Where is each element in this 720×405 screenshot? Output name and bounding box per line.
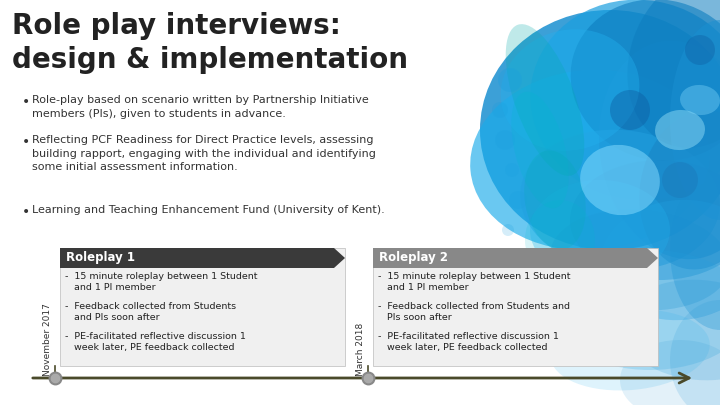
Ellipse shape bbox=[550, 209, 720, 310]
Ellipse shape bbox=[620, 340, 720, 405]
Ellipse shape bbox=[500, 29, 639, 151]
Ellipse shape bbox=[570, 160, 720, 280]
Ellipse shape bbox=[520, 130, 720, 270]
Text: Roleplay 2: Roleplay 2 bbox=[379, 252, 448, 264]
Text: design & implementation: design & implementation bbox=[12, 46, 408, 74]
Ellipse shape bbox=[580, 145, 660, 215]
Ellipse shape bbox=[505, 24, 585, 176]
Ellipse shape bbox=[492, 102, 508, 118]
Bar bbox=[60, 248, 345, 366]
Ellipse shape bbox=[627, 0, 720, 148]
Text: Role-play based on scenario written by Partnership Initiative
members (PIs), giv: Role-play based on scenario written by P… bbox=[32, 95, 369, 119]
Text: -  PE-facilitated reflective discussion 1
   week later, PE feedback collected: - PE-facilitated reflective discussion 1… bbox=[65, 332, 246, 352]
Ellipse shape bbox=[509, 191, 527, 209]
Text: -  15 minute roleplay between 1 Student
   and 1 PI member: - 15 minute roleplay between 1 Student a… bbox=[65, 272, 258, 292]
Ellipse shape bbox=[550, 309, 710, 390]
Text: Roleplay 1: Roleplay 1 bbox=[66, 252, 135, 264]
Text: Role play interviews:: Role play interviews: bbox=[12, 12, 341, 40]
Text: -  Feedback collected from Students
   and PIs soon after: - Feedback collected from Students and P… bbox=[65, 302, 236, 322]
PathPatch shape bbox=[60, 248, 345, 268]
Text: -  Feedback collected from Students and
   PIs soon after: - Feedback collected from Students and P… bbox=[378, 302, 570, 322]
Ellipse shape bbox=[470, 70, 710, 250]
Ellipse shape bbox=[480, 10, 720, 250]
Ellipse shape bbox=[511, 92, 569, 208]
Ellipse shape bbox=[571, 0, 720, 161]
Ellipse shape bbox=[670, 300, 720, 405]
Ellipse shape bbox=[680, 85, 720, 115]
Ellipse shape bbox=[495, 130, 515, 150]
Ellipse shape bbox=[620, 280, 720, 380]
Text: -  PE-facilitated reflective discussion 1
   week later, PE feedback collected: - PE-facilitated reflective discussion 1… bbox=[378, 332, 559, 352]
Ellipse shape bbox=[670, 170, 720, 330]
PathPatch shape bbox=[373, 248, 658, 268]
Ellipse shape bbox=[662, 162, 698, 198]
Ellipse shape bbox=[505, 163, 519, 177]
Text: Reflecting PCF Readiness for Direct Practice levels, assessing
building rapport,: Reflecting PCF Readiness for Direct Prac… bbox=[32, 135, 376, 172]
Ellipse shape bbox=[550, 250, 720, 370]
Bar bbox=[373, 248, 658, 366]
Ellipse shape bbox=[524, 151, 586, 249]
Ellipse shape bbox=[685, 35, 715, 65]
Ellipse shape bbox=[655, 110, 705, 150]
Text: -  15 minute roleplay between 1 Student
   and 1 PI member: - 15 minute roleplay between 1 Student a… bbox=[378, 272, 570, 292]
Ellipse shape bbox=[639, 111, 720, 269]
Text: •: • bbox=[22, 95, 30, 109]
Ellipse shape bbox=[530, 180, 670, 280]
Ellipse shape bbox=[600, 200, 720, 320]
Text: November 2017: November 2017 bbox=[43, 303, 52, 376]
Ellipse shape bbox=[525, 200, 595, 280]
Text: Learning and Teaching Enhancement Fund (University of Kent).: Learning and Teaching Enhancement Fund (… bbox=[32, 205, 384, 215]
Ellipse shape bbox=[502, 224, 514, 236]
Text: •: • bbox=[22, 205, 30, 219]
Ellipse shape bbox=[599, 41, 720, 259]
Ellipse shape bbox=[670, 20, 720, 220]
Ellipse shape bbox=[498, 68, 522, 92]
Text: •: • bbox=[22, 135, 30, 149]
Text: March 2018: March 2018 bbox=[356, 323, 365, 376]
Ellipse shape bbox=[531, 0, 720, 200]
Ellipse shape bbox=[610, 90, 650, 130]
